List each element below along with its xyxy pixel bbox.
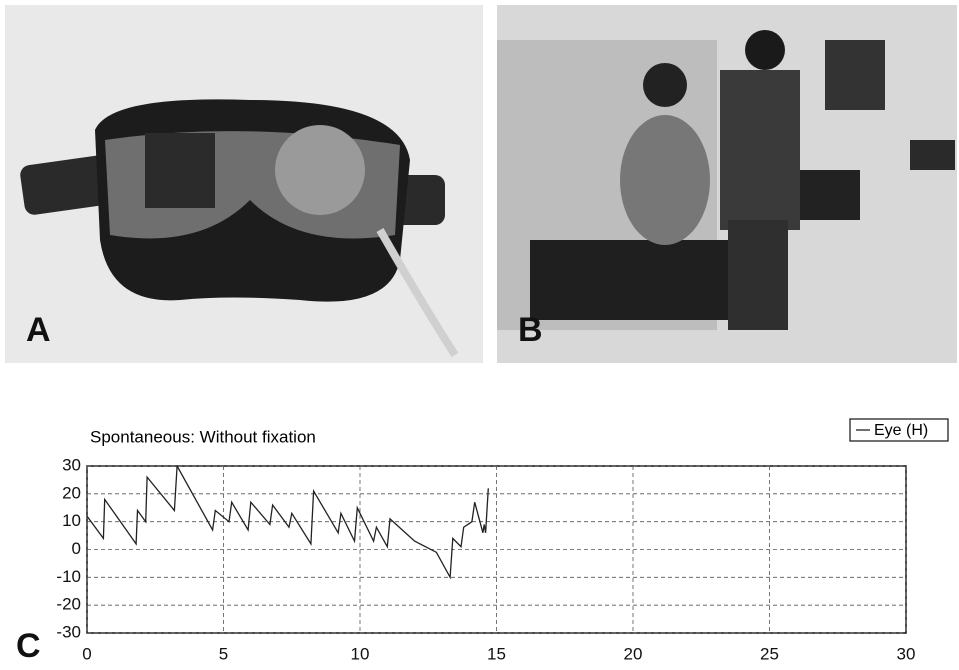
y-tick-label: 0 xyxy=(72,539,81,558)
y-tick-label: -30 xyxy=(56,622,81,641)
y-tick-label: -10 xyxy=(56,567,81,586)
page: {"figure": {"labels": ["A", "B", "C"]}, … xyxy=(0,0,959,665)
photo-room xyxy=(497,5,957,363)
x-tick-label: 20 xyxy=(624,644,643,663)
y-tick-label: 10 xyxy=(62,511,81,530)
x-tick-label: 25 xyxy=(760,644,779,663)
x-tick-label: 5 xyxy=(219,644,228,663)
data-line xyxy=(87,466,488,577)
x-tick-label: 0 xyxy=(82,644,91,663)
photo-mask xyxy=(5,5,483,363)
y-tick-label: 20 xyxy=(62,483,81,502)
legend: Eye (H) xyxy=(850,419,948,441)
x-tick-label: 10 xyxy=(351,644,370,663)
chart-title: Spontaneous: Without fixation xyxy=(90,427,316,446)
y-tick-label: -20 xyxy=(56,595,81,614)
y-tick-label: 30 xyxy=(62,455,81,474)
x-tick-label: 15 xyxy=(487,644,506,663)
figure: A B C Spontaneous: Without fixation -30 -… xyxy=(0,0,959,665)
panel-label: A xyxy=(26,311,51,349)
x-tick-label: 30 xyxy=(897,644,916,663)
panel-label: C xyxy=(16,627,41,665)
panel-label: B xyxy=(518,311,543,349)
legend-label: Eye (H) xyxy=(874,422,928,439)
